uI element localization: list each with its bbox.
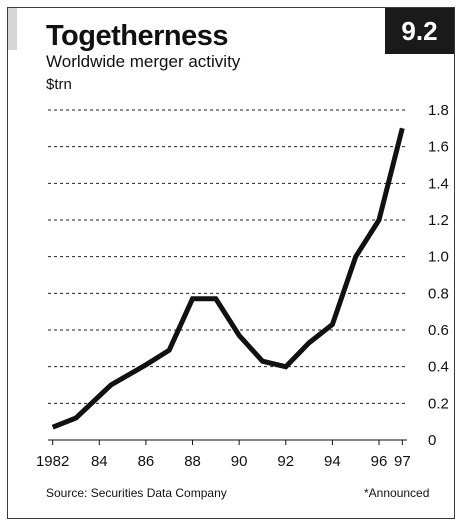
x-tick-label: 88 [184, 453, 201, 470]
chart-title: Togetherness [46, 20, 229, 52]
y-tick-label: 0.4 [428, 359, 449, 376]
source-note: Source: Securities Data Company [46, 486, 227, 500]
x-tick-label: 96 [371, 453, 388, 470]
chart-frame [7, 7, 455, 519]
merger-activity-line [51, 127, 405, 430]
y-tick-label: 0.6 [428, 322, 449, 339]
y-tick-label: 1.0 [428, 249, 449, 266]
y-tick-label: 0 [428, 432, 436, 449]
x-tick-label: 97 [394, 453, 411, 470]
x-tick-label: 1982 [36, 453, 69, 470]
x-tick-label: 90 [231, 453, 248, 470]
footnote: *Announced [364, 486, 430, 500]
y-tick-label: 1.8 [428, 102, 449, 119]
accent-bar [8, 8, 17, 50]
x-tick-label: 84 [91, 453, 108, 470]
y-axis-unit: $trn [46, 76, 72, 93]
x-tick-label: 86 [138, 453, 155, 470]
y-tick-label: 1.2 [428, 212, 449, 229]
y-tick-label: 1.6 [428, 139, 449, 156]
x-tick-label: 92 [277, 453, 294, 470]
figure-number-badge: 9.2 [385, 8, 454, 54]
y-tick-label: 1.4 [428, 175, 449, 192]
y-tick-label: 0.8 [428, 285, 449, 302]
y-tick-label: 0.2 [428, 395, 449, 412]
chart-subtitle: Worldwide merger activity [46, 52, 241, 71]
x-tick-label: 94 [324, 453, 341, 470]
